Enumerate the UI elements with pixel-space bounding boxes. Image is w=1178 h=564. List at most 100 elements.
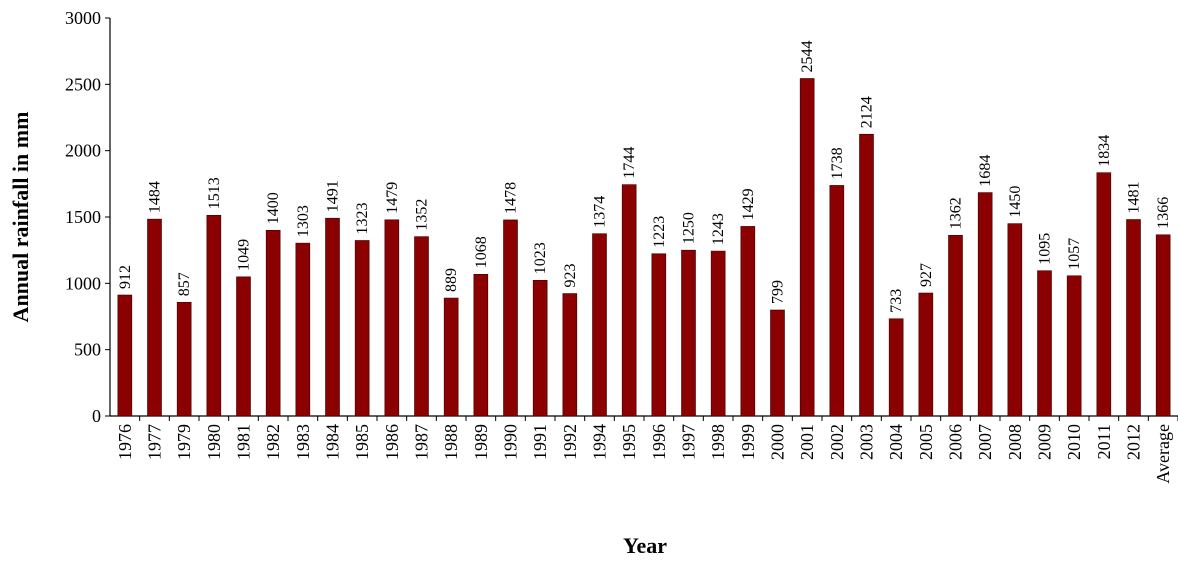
x-tick-label: 1987 xyxy=(412,424,432,460)
x-tick-label: 2009 xyxy=(1035,424,1055,460)
x-tick-label: 2006 xyxy=(946,424,966,460)
data-label: 1243 xyxy=(710,213,727,245)
y-tick-label: 1500 xyxy=(65,207,101,227)
x-tick-label: 2005 xyxy=(916,424,936,460)
bar xyxy=(829,185,845,417)
data-label: 1057 xyxy=(1066,238,1083,270)
bar xyxy=(681,249,696,417)
data-label: 1481 xyxy=(1126,182,1143,214)
bar xyxy=(651,253,667,417)
bar xyxy=(888,318,904,417)
x-tick-label: 2001 xyxy=(797,424,817,460)
data-label: 1429 xyxy=(740,188,757,220)
data-label: 1834 xyxy=(1096,135,1113,167)
data-label: 1303 xyxy=(295,205,312,237)
bar xyxy=(1037,270,1052,417)
x-tick-label: 1990 xyxy=(501,424,521,460)
data-label: 733 xyxy=(888,289,905,313)
bar xyxy=(977,192,993,417)
x-tick-label: 2002 xyxy=(827,424,847,460)
y-tick-label: 0 xyxy=(92,406,101,426)
data-label: 1738 xyxy=(829,147,846,179)
bar xyxy=(621,184,637,417)
bar xyxy=(1126,219,1141,417)
bar xyxy=(147,218,162,417)
x-tick-label: 2011 xyxy=(1094,424,1114,459)
x-tick-label: 1976 xyxy=(115,424,135,460)
bar xyxy=(236,276,251,417)
x-tick-label: 1989 xyxy=(471,424,491,460)
bar xyxy=(948,235,963,417)
y-axis-title: Annual rainfall in mm xyxy=(8,112,33,323)
data-label: 1484 xyxy=(147,181,164,213)
data-label: 1744 xyxy=(621,147,638,179)
x-tick-label: 1996 xyxy=(649,424,669,460)
bar xyxy=(443,297,459,417)
y-tick-label: 3000 xyxy=(65,8,101,28)
data-label: 1491 xyxy=(325,180,342,212)
x-tick-label: 1979 xyxy=(174,424,194,460)
data-label: 923 xyxy=(562,264,579,288)
y-tick-label: 2500 xyxy=(65,74,101,94)
x-tick-label: 2000 xyxy=(768,424,788,460)
x-tick-label: 2004 xyxy=(886,424,906,460)
bar xyxy=(117,294,133,417)
bar xyxy=(1096,172,1112,417)
x-tick-label: 1982 xyxy=(263,424,283,460)
x-tick-label: 1991 xyxy=(530,424,550,460)
bar xyxy=(503,219,518,417)
bar xyxy=(265,229,281,417)
x-tick-label: 1984 xyxy=(323,424,343,460)
x-tick-label: 1994 xyxy=(590,424,610,460)
data-label: 1513 xyxy=(206,177,223,209)
data-label: 799 xyxy=(770,280,787,304)
data-label: 1023 xyxy=(532,242,549,274)
bar xyxy=(740,226,756,417)
x-tick-label: 2007 xyxy=(975,424,995,460)
x-tick-label: 1995 xyxy=(619,424,639,460)
data-label: 1400 xyxy=(265,192,282,224)
bar xyxy=(710,250,726,417)
data-label: 1479 xyxy=(384,182,401,214)
data-label: 2544 xyxy=(799,40,816,72)
x-tick-label: 1988 xyxy=(441,424,461,460)
data-label: 1352 xyxy=(414,199,431,231)
bar xyxy=(414,236,429,417)
y-tick-label: 500 xyxy=(74,340,101,360)
data-label: 1323 xyxy=(354,202,371,234)
data-label: 1366 xyxy=(1155,197,1172,229)
x-tick-label: 1998 xyxy=(708,424,728,460)
bar xyxy=(592,233,607,417)
data-label: 1374 xyxy=(592,196,609,228)
x-axis-title: Year xyxy=(623,533,667,558)
x-tick-label: 1980 xyxy=(204,424,224,460)
data-label: 1684 xyxy=(977,155,994,187)
data-label: 927 xyxy=(918,263,935,287)
data-label: 857 xyxy=(176,272,193,296)
bar xyxy=(354,240,370,417)
data-label: 1362 xyxy=(948,197,965,229)
x-tick-label: 1997 xyxy=(679,424,699,460)
data-label: 1450 xyxy=(1007,186,1024,218)
x-tick-label: 2008 xyxy=(1005,424,1025,460)
data-label: 2124 xyxy=(859,96,876,128)
data-label: 912 xyxy=(117,265,134,289)
bar xyxy=(1007,223,1023,417)
bar xyxy=(859,133,874,417)
data-label: 1049 xyxy=(236,239,253,271)
x-tick-label: 1983 xyxy=(293,424,313,460)
x-tick-label: 2010 xyxy=(1064,424,1084,460)
x-tick-label: 2003 xyxy=(857,424,877,460)
bar xyxy=(325,217,340,417)
bar xyxy=(176,302,192,417)
bar xyxy=(918,292,934,417)
x-tick-label: 1985 xyxy=(352,424,372,460)
bar xyxy=(473,274,489,417)
bar xyxy=(770,309,785,417)
x-tick-label: 1999 xyxy=(738,424,758,460)
bar xyxy=(799,78,815,417)
bar xyxy=(384,219,400,417)
bar xyxy=(295,242,311,417)
y-tick-label: 1000 xyxy=(65,273,101,293)
